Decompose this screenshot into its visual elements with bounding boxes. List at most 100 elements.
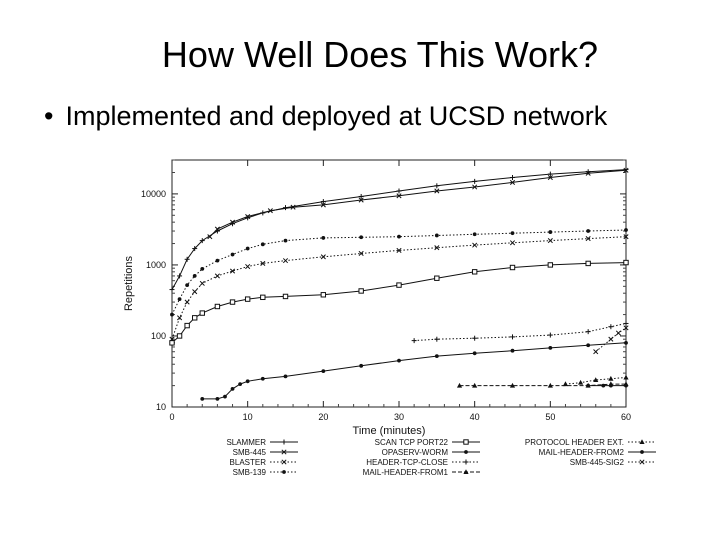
series-line bbox=[414, 323, 627, 342]
legend-item bbox=[628, 439, 656, 444]
dot-marker bbox=[624, 228, 628, 232]
series-line bbox=[171, 262, 627, 344]
y-axis-label: Repetitions bbox=[123, 255, 135, 311]
legend-label: SCAN TCP PORT22 bbox=[375, 438, 449, 447]
x-marker bbox=[282, 258, 289, 264]
triangle-marker bbox=[623, 374, 629, 380]
x-marker bbox=[615, 330, 621, 336]
square-marker bbox=[585, 260, 591, 267]
square-marker bbox=[184, 322, 190, 329]
dot-marker bbox=[640, 450, 644, 454]
dot-marker bbox=[223, 394, 227, 399]
slide-title: How Well Does This Work? bbox=[161, 34, 599, 75]
series-smb-445 bbox=[207, 167, 629, 240]
series-opaserv-worm bbox=[200, 340, 628, 401]
y-tick-label: 100 bbox=[151, 331, 166, 341]
legend-label: PROTOCOL HEADER EXT. bbox=[525, 438, 624, 447]
x-marker bbox=[434, 188, 440, 194]
x-marker bbox=[472, 184, 478, 190]
legend-label: SLAMMER bbox=[226, 438, 266, 447]
dot-marker bbox=[230, 386, 235, 391]
x-marker bbox=[623, 234, 629, 240]
x-tick-label: 20 bbox=[318, 412, 328, 422]
x-axis-label: Time (minutes) bbox=[353, 425, 426, 437]
x-marker bbox=[396, 247, 402, 253]
x-marker bbox=[320, 202, 326, 208]
dot-marker bbox=[624, 383, 628, 388]
triangle-marker bbox=[608, 375, 614, 381]
x-tick-label: 30 bbox=[394, 412, 404, 422]
dot-marker bbox=[177, 297, 182, 302]
dot-marker bbox=[192, 274, 197, 278]
series-line bbox=[202, 342, 627, 400]
legend-item bbox=[270, 439, 298, 445]
x-marker bbox=[509, 240, 516, 246]
square-marker bbox=[358, 288, 364, 294]
y-tick-label: 1000 bbox=[146, 260, 166, 270]
series-blaster bbox=[169, 234, 629, 342]
legend-label: OPASERV-WORM bbox=[382, 448, 449, 457]
square-marker bbox=[229, 299, 236, 305]
triangle-marker bbox=[593, 377, 599, 382]
dot-marker bbox=[548, 345, 553, 350]
square-marker bbox=[282, 293, 289, 300]
dot-marker bbox=[215, 258, 220, 263]
x-marker bbox=[281, 459, 287, 465]
dot-marker bbox=[359, 363, 364, 368]
series-line bbox=[171, 229, 627, 315]
triangle-marker bbox=[547, 382, 553, 388]
x-marker bbox=[245, 213, 251, 220]
dot-marker bbox=[283, 238, 288, 243]
y-tick-label: 10000 bbox=[141, 189, 166, 199]
dot-marker bbox=[472, 351, 477, 356]
square-marker bbox=[509, 264, 516, 271]
x-marker bbox=[214, 273, 220, 279]
x-marker bbox=[472, 242, 478, 248]
square-marker bbox=[244, 296, 251, 302]
x-tick-label: 50 bbox=[545, 412, 555, 422]
dot-marker bbox=[472, 232, 477, 237]
dot-marker bbox=[260, 242, 265, 247]
x-marker bbox=[177, 315, 183, 321]
dot-marker bbox=[397, 358, 401, 363]
legend-item bbox=[452, 469, 480, 474]
triangle-marker bbox=[578, 379, 584, 385]
dot-marker bbox=[170, 312, 174, 317]
square-marker bbox=[434, 275, 440, 281]
x-marker bbox=[547, 174, 553, 181]
x-marker bbox=[229, 268, 236, 274]
dot-marker bbox=[321, 369, 326, 374]
legend-item bbox=[270, 459, 298, 465]
legend-label: HEADER-TCP-CLOSE bbox=[366, 458, 448, 467]
series-line bbox=[171, 236, 627, 340]
legend-item bbox=[270, 449, 298, 455]
dot-marker bbox=[238, 382, 242, 387]
x-marker bbox=[639, 459, 645, 465]
x-marker bbox=[585, 236, 591, 242]
x-marker bbox=[267, 208, 273, 214]
bullet-item: • Implemented and deployed at UCSD networ… bbox=[44, 101, 607, 132]
bullet-text: Implemented and deployed at UCSD network bbox=[65, 101, 608, 131]
dot-marker bbox=[510, 231, 515, 236]
square-marker bbox=[192, 315, 198, 321]
dot-marker bbox=[434, 233, 439, 238]
triangle-marker bbox=[456, 382, 463, 388]
legend-label: MAIL-HEADER-FROM1 bbox=[363, 468, 449, 477]
legend-item bbox=[270, 470, 298, 474]
x-marker bbox=[184, 299, 190, 305]
dot-marker bbox=[359, 235, 364, 240]
bullet-dot: • bbox=[44, 101, 54, 131]
x-tick-label: 10 bbox=[243, 412, 253, 422]
triangle-marker bbox=[562, 381, 569, 387]
triangle-marker bbox=[509, 382, 516, 388]
series-line bbox=[595, 327, 627, 353]
x-marker bbox=[593, 349, 599, 355]
square-marker bbox=[260, 294, 266, 301]
x-marker bbox=[290, 204, 296, 210]
legend-label: SMB-445-SIG2 bbox=[570, 458, 625, 467]
dot-marker bbox=[200, 266, 205, 271]
x-marker bbox=[320, 254, 326, 260]
x-marker bbox=[547, 238, 553, 244]
legend-label: SMB-445 bbox=[233, 448, 267, 457]
x-marker bbox=[281, 449, 287, 455]
